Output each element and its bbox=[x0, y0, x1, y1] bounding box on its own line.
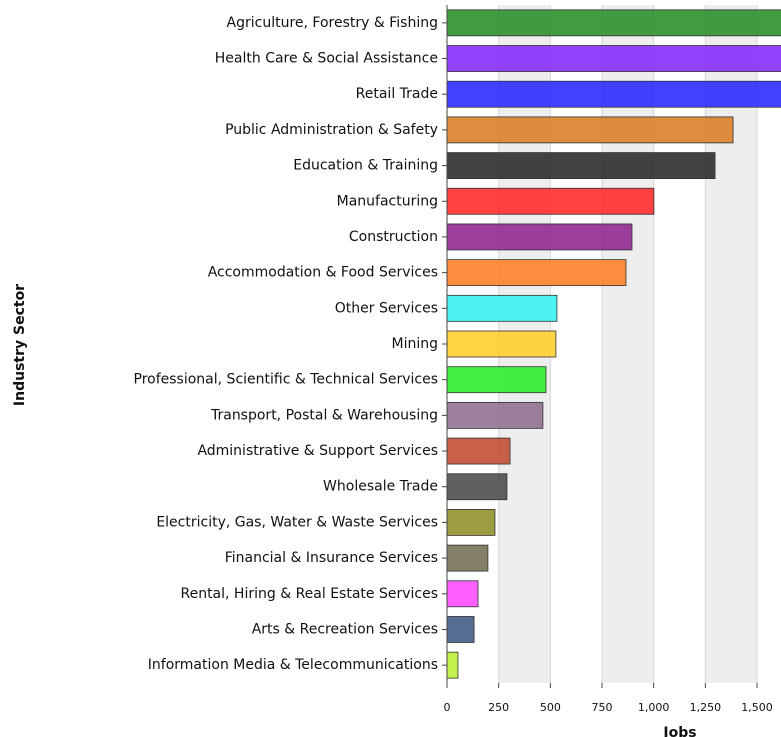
bar bbox=[447, 45, 781, 72]
x-tick-label: 0 bbox=[444, 701, 451, 714]
x-tick-label: 1,000 bbox=[638, 701, 670, 714]
x-tick-label: 750 bbox=[592, 701, 613, 714]
bar bbox=[447, 9, 781, 37]
bar bbox=[447, 294, 558, 322]
bar bbox=[447, 580, 479, 608]
bar bbox=[447, 473, 508, 501]
y-axis-label: Industry Sector bbox=[12, 284, 28, 406]
bar bbox=[447, 509, 496, 536]
y-tick-label: Health Care & Social Assistance bbox=[215, 51, 438, 67]
y-tick-label: Accommodation & Food Services bbox=[208, 265, 438, 281]
bar bbox=[447, 401, 544, 429]
y-tick-label: Manufacturing bbox=[337, 193, 438, 209]
y-tick-label: Construction bbox=[349, 229, 438, 245]
y-tick-label: Agriculture, Forestry & Fishing bbox=[227, 15, 438, 31]
y-tick-label: Public Administration & Safety bbox=[225, 122, 438, 138]
y-tick-label: Information Media & Telecommunications bbox=[148, 657, 438, 673]
bar bbox=[447, 80, 781, 108]
x-tick-label: 1,250 bbox=[690, 701, 722, 714]
bar bbox=[447, 152, 716, 179]
bar bbox=[447, 223, 633, 251]
y-tick-label: Transport, Postal & Warehousing bbox=[210, 407, 438, 423]
bar bbox=[447, 187, 655, 215]
y-tick-label: Electricity, Gas, Water & Waste Services bbox=[156, 514, 438, 530]
bar bbox=[447, 651, 459, 679]
plot-area bbox=[447, 5, 781, 683]
x-axis-label: Jobs bbox=[662, 725, 696, 737]
bar bbox=[447, 116, 734, 144]
x-tick-label: 250 bbox=[488, 701, 509, 714]
y-tick-label: Financial & Insurance Services bbox=[225, 550, 438, 566]
y-tick-label: Education & Training bbox=[293, 158, 438, 174]
bar bbox=[447, 259, 627, 287]
y-tick-label: Wholesale Trade bbox=[323, 479, 438, 495]
y-tick-label: Administrative & Support Services bbox=[197, 443, 438, 459]
y-tick-label: Other Services bbox=[335, 300, 438, 316]
bar bbox=[447, 616, 475, 643]
bar bbox=[447, 366, 547, 394]
y-tick-label: Arts & Recreation Services bbox=[252, 621, 438, 637]
bar bbox=[447, 437, 511, 465]
y-tick-label: Retail Trade bbox=[356, 86, 438, 102]
y-tick-label: Rental, Hiring & Real Estate Services bbox=[180, 586, 438, 602]
y-tick-label: Professional, Scientific & Technical Ser… bbox=[134, 372, 438, 388]
x-tick-label: 500 bbox=[540, 701, 561, 714]
bar bbox=[447, 544, 489, 572]
y-tick-label: Mining bbox=[392, 336, 439, 352]
bar bbox=[447, 330, 557, 358]
x-tick-label: 1,500 bbox=[741, 701, 773, 714]
